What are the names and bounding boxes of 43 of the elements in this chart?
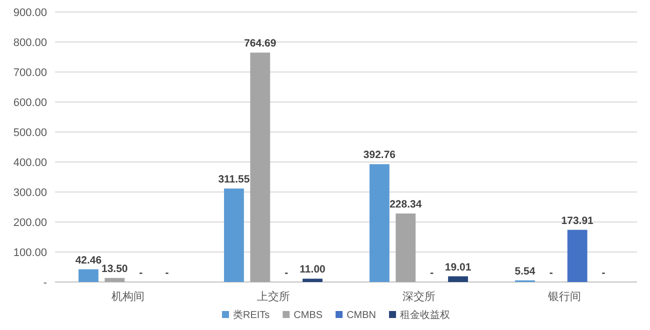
x-tick-label: 深交所 (402, 290, 436, 303)
bar (224, 188, 244, 282)
y-tick-label: 100.00 (13, 247, 47, 259)
y-tick-label: 500.00 (13, 127, 47, 139)
data-label: 173.91 (561, 214, 594, 227)
y-tick-label: 800.00 (13, 37, 47, 49)
y-tick-label: 400.00 (13, 157, 47, 169)
bar (104, 278, 125, 282)
x-tick-label: 银行间 (546, 291, 581, 303)
data-label: 11.00 (300, 264, 326, 276)
text: - (165, 267, 169, 279)
text: - (284, 267, 288, 279)
legend-label: CMBS (294, 310, 323, 321)
y-tick-label: - (43, 277, 48, 289)
y-tick-label: 300.00 (13, 187, 47, 199)
y-tick-label: 200.00 (13, 217, 47, 229)
data-label: 311.55 (218, 174, 250, 186)
bar (448, 276, 468, 282)
legend-label: CMBN (346, 310, 376, 321)
data-label: 19.01 (444, 261, 472, 274)
bar (250, 52, 270, 282)
legend-label: 类REITs (233, 309, 270, 321)
data-label: 228.34 (390, 198, 422, 210)
text: - (139, 267, 143, 279)
x-tick-label: 机构间 (111, 291, 144, 303)
data-label: 42.46 (75, 254, 102, 266)
x-tick-label: 上交所 (256, 290, 290, 303)
y-tick-label: 700.00 (13, 67, 47, 79)
y-tick-label: 900.00 (13, 7, 47, 19)
data-label: 13.50 (102, 262, 128, 275)
data-label: 5.54 (514, 265, 536, 278)
data-label: 764.69 (244, 38, 276, 50)
bar (78, 269, 98, 282)
bar (396, 214, 416, 282)
bar (567, 230, 588, 282)
bar (302, 278, 322, 282)
text: - (549, 267, 553, 279)
bar (370, 164, 390, 282)
text: - (430, 267, 434, 279)
data-label: 392.76 (363, 149, 396, 162)
text: - (602, 267, 606, 279)
legend-label: 租金收益权 (400, 309, 450, 321)
y-tick-label: 600.00 (13, 97, 47, 109)
